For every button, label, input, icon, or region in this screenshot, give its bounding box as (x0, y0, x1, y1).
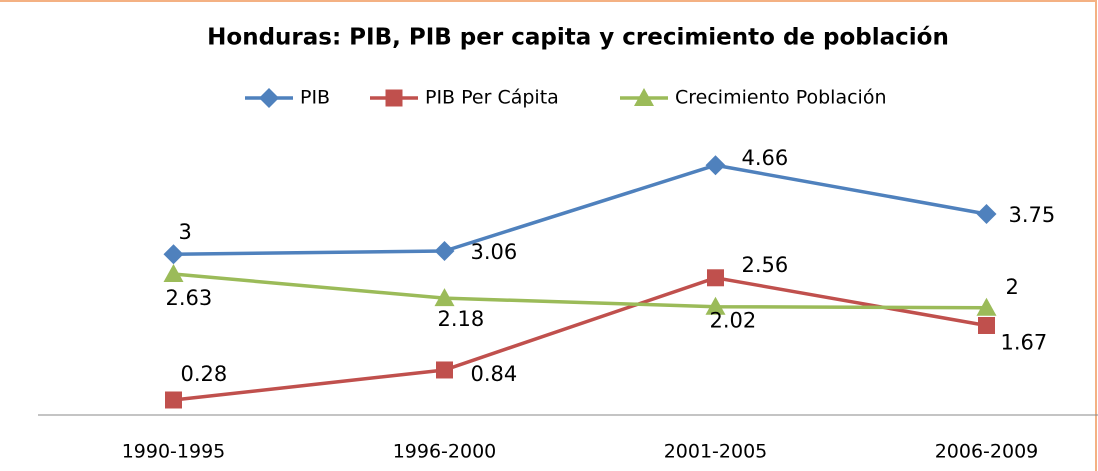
data-label: 4.66 (742, 146, 789, 170)
x-tick-label: 1990-1995 (122, 441, 226, 463)
marker-square (165, 391, 182, 409)
legend-marker (634, 88, 654, 106)
x-tick-label: 2006-2009 (935, 441, 1039, 463)
legend-label: PIB (300, 87, 330, 109)
data-label: 2.18 (438, 307, 485, 331)
marker-square (978, 316, 995, 334)
series-line (173, 163, 987, 256)
marker-triangle (434, 288, 455, 307)
data-label: 0.28 (181, 362, 228, 386)
data-label: 0.84 (471, 362, 518, 386)
legend-label: PIB Per Cápita (425, 87, 559, 109)
marker-triangle (705, 296, 726, 315)
marker-diamond (434, 240, 455, 261)
data-label: 3.06 (471, 240, 518, 264)
data-label: 2 (1006, 275, 1019, 299)
marker-diamond (163, 244, 184, 265)
marker-diamond (976, 204, 997, 224)
data-label: 1.67 (1001, 330, 1048, 354)
marker-triangle (976, 297, 997, 316)
data-label: 2.02 (710, 309, 757, 333)
marker-triangle (163, 264, 184, 283)
x-tick-label: 1996-2000 (393, 441, 497, 463)
data-label: 2.63 (166, 286, 213, 310)
legend-marker (385, 89, 403, 107)
data-label: 3.75 (1009, 203, 1056, 227)
marker-square (707, 269, 724, 287)
data-label: 3 (179, 220, 192, 244)
chart-title: Honduras: PIB, PIB per capita y crecimie… (207, 25, 949, 51)
marker-square (436, 361, 453, 379)
series-line (173, 275, 987, 402)
data-label: 2.56 (742, 253, 789, 277)
x-tick-label: 2001-2005 (664, 441, 768, 463)
legend-label: Crecimiento Población (675, 87, 887, 109)
legend-marker (259, 88, 279, 108)
series-line (173, 272, 987, 310)
marker-diamond (705, 155, 726, 176)
